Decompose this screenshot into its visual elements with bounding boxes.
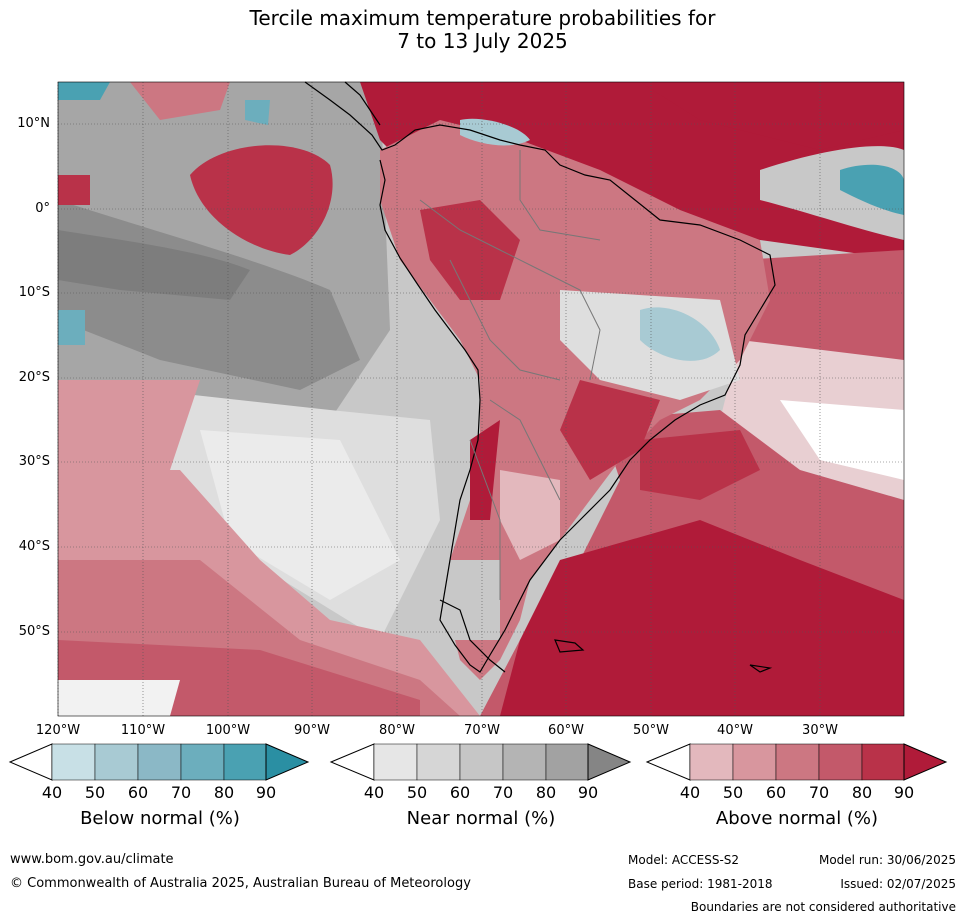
coastline <box>304 81 776 673</box>
colorbar-tick: 80 <box>535 783 557 802</box>
lat-label: 20°S <box>18 370 50 385</box>
website-link[interactable]: www.bom.gov.au/climate <box>10 852 174 867</box>
boundary-disclaimer: Boundaries are not considered authoritat… <box>690 900 956 914</box>
colorbar-title-above: Above normal (%) <box>715 808 879 829</box>
lat-label: 50°S <box>18 624 50 639</box>
copyright-text: © Commonwealth of Australia 2025, Austra… <box>10 876 471 891</box>
lat-label: 10°S <box>18 285 50 300</box>
country-borders <box>419 150 601 600</box>
base-period: Base period: 1981-2018 <box>628 877 773 891</box>
colorbar-tick: 70 <box>170 783 192 802</box>
lat-label: 10°N <box>17 116 50 131</box>
colorbar-tick: 90 <box>255 783 277 802</box>
model-name: Model: ACCESS-S2 <box>628 853 740 867</box>
colorbar-tick: 50 <box>722 783 744 802</box>
colorbar-tick: 40 <box>363 783 385 802</box>
colorbar-below-normal <box>8 743 310 781</box>
lon-label: 70°W <box>464 723 500 738</box>
colorbar-above-normal <box>645 743 948 781</box>
map-title-line-1: Tercile maximum temperature probabilitie… <box>249 6 716 30</box>
colorbar-tick: 50 <box>406 783 428 802</box>
lon-label: 80°W <box>379 723 415 738</box>
map-title-line-2: 7 to 13 July 2025 <box>397 29 568 53</box>
colorbar-tick: 80 <box>851 783 873 802</box>
colorbar-tick: 60 <box>765 783 787 802</box>
colorbar-tick: 60 <box>127 783 149 802</box>
lon-label: 120°W <box>35 723 81 738</box>
colorbar-tick: 80 <box>213 783 235 802</box>
lon-label: 110°W <box>120 723 166 738</box>
colorbar-tick: 40 <box>41 783 63 802</box>
colorbar-tick: 60 <box>449 783 471 802</box>
map-frame <box>57 81 905 717</box>
colorbar-tick: 70 <box>492 783 514 802</box>
colorbar-title-below: Below normal (%) <box>80 808 240 829</box>
lon-label: 60°W <box>548 723 584 738</box>
issued-date: Issued: 02/07/2025 <box>840 877 956 891</box>
colorbar-near-normal <box>329 743 632 781</box>
probability-field <box>58 82 904 716</box>
lon-label: 90°W <box>294 723 330 738</box>
lon-label: 50°W <box>633 723 669 738</box>
lat-label: 30°S <box>18 454 50 469</box>
lon-label: 100°W <box>205 723 251 738</box>
lon-label: 40°W <box>717 723 753 738</box>
colorbar-tick: 40 <box>679 783 701 802</box>
colorbar-title-near: Near normal (%) <box>406 808 556 829</box>
colorbar-tick: 50 <box>84 783 106 802</box>
colorbar-tick: 90 <box>577 783 599 802</box>
model-run-date: Model run: 30/06/2025 <box>818 853 956 867</box>
colorbar-tick: 70 <box>808 783 830 802</box>
lat-label: 40°S <box>18 539 50 554</box>
colorbar-tick: 90 <box>893 783 915 802</box>
lat-label: 0° <box>35 201 50 216</box>
lon-label: 30°W <box>802 723 838 738</box>
